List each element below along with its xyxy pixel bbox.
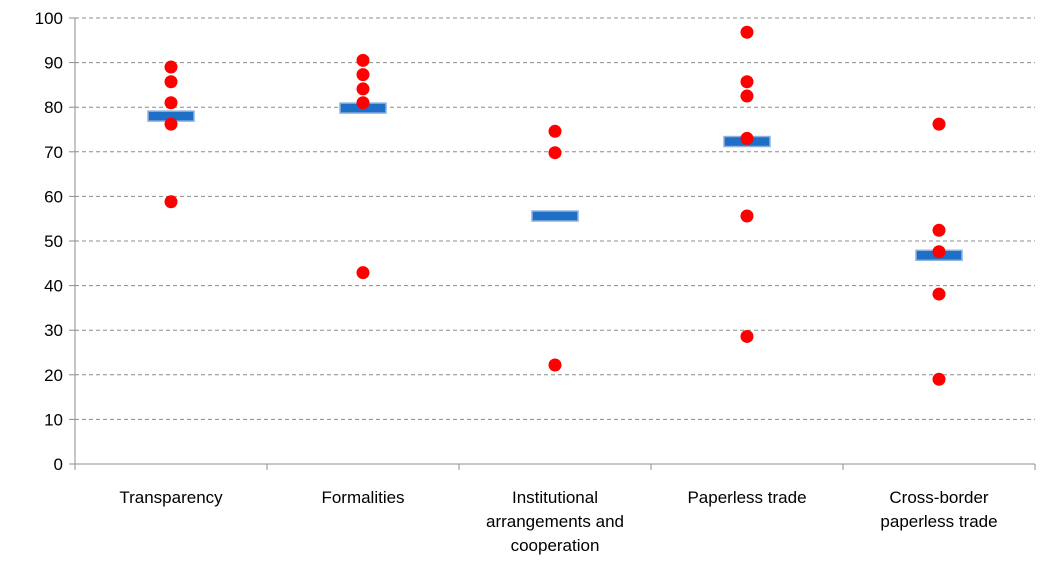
y-tick-label-60: 60 <box>44 187 63 206</box>
data-point-3-5 <box>740 329 754 343</box>
x-category-label-line: Transparency <box>119 488 223 507</box>
mean-bar-2 <box>531 210 579 222</box>
data-point-2-1 <box>548 146 562 160</box>
y-tick-label-40: 40 <box>44 277 63 296</box>
y-axis-tick-labels: 0 10 20 30 40 50 60 70 80 90 100 <box>35 9 63 474</box>
data-point-4-1 <box>932 223 946 237</box>
y-tick-label-0: 0 <box>54 455 63 474</box>
data-point-2-0 <box>548 124 562 138</box>
y-tick-label-70: 70 <box>44 143 63 162</box>
data-point-0-1 <box>164 75 178 89</box>
data-point-3-3 <box>740 131 754 145</box>
y-tick-label-50: 50 <box>44 232 63 251</box>
data-point-4-2 <box>932 245 946 259</box>
x-category-label-3: Paperless trade <box>687 488 806 507</box>
axes <box>69 17 1036 470</box>
data-point-0-2 <box>164 96 178 110</box>
x-axis-category-labels: Transparency Formalities Institutional arra… <box>119 488 997 555</box>
x-category-label-line: Institutional <box>512 488 598 507</box>
data-point-1-4 <box>356 266 370 280</box>
data-point-4-3 <box>932 287 946 301</box>
data-point-0-0 <box>164 60 178 74</box>
y-tick-label-10: 10 <box>44 410 63 429</box>
data-point-1-1 <box>356 68 370 82</box>
data-points <box>164 25 946 386</box>
x-category-label-4: Cross-border paperless trade <box>880 488 997 531</box>
data-point-1-2 <box>356 82 370 96</box>
data-point-1-3 <box>356 96 370 110</box>
y-tick-label-100: 100 <box>35 9 63 28</box>
x-category-label-line: Paperless trade <box>687 488 806 507</box>
data-point-3-4 <box>740 209 754 223</box>
data-point-3-1 <box>740 75 754 89</box>
data-point-1-0 <box>356 53 370 67</box>
data-point-3-2 <box>740 89 754 103</box>
data-point-3-0 <box>740 25 754 39</box>
x-category-label-line: arrangements and <box>486 512 624 531</box>
x-category-label-1: Formalities <box>321 488 404 507</box>
y-tick-label-90: 90 <box>44 54 63 73</box>
data-point-0-4 <box>164 195 178 209</box>
y-tick-label-80: 80 <box>44 98 63 117</box>
x-category-label-0: Transparency <box>119 488 223 507</box>
data-point-2-2 <box>548 358 562 372</box>
x-category-label-line: cooperation <box>511 536 600 555</box>
data-point-4-4 <box>932 372 946 386</box>
x-category-label-2: Institutional arrangements and cooperation <box>486 488 624 555</box>
x-category-label-line: Cross-border <box>889 488 989 507</box>
y-tick-label-20: 20 <box>44 366 63 385</box>
x-category-label-line: paperless trade <box>880 512 997 531</box>
y-tick-label-30: 30 <box>44 321 63 340</box>
data-point-0-3 <box>164 117 178 131</box>
x-category-label-line: Formalities <box>321 488 404 507</box>
data-point-4-0 <box>932 117 946 131</box>
